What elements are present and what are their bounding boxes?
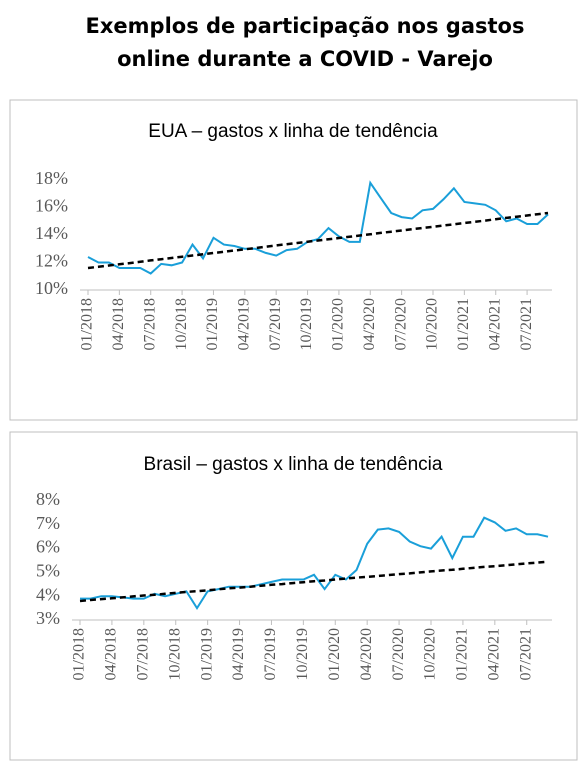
y-tick-label: 4% bbox=[36, 584, 60, 604]
series-line bbox=[80, 516, 549, 610]
y-tick-label: 5% bbox=[36, 561, 60, 581]
x-tick-label: 04/2021 bbox=[485, 628, 502, 680]
x-tick-label: 07/2021 bbox=[518, 298, 535, 350]
x-tick-label: 04/2020 bbox=[358, 628, 375, 680]
x-tick-label: 04/2020 bbox=[361, 298, 378, 350]
x-tick-label: 07/2018 bbox=[141, 298, 158, 350]
series-line bbox=[87, 180, 549, 275]
x-tick-label: 10/2019 bbox=[298, 298, 315, 350]
x-tick-label: 04/2019 bbox=[230, 628, 247, 680]
x-tick-label: 01/2018 bbox=[71, 628, 88, 680]
x-tick-label: 10/2018 bbox=[173, 298, 190, 350]
x-tick-label: 01/2019 bbox=[198, 628, 215, 680]
x-tick-label: 04/2019 bbox=[235, 298, 252, 350]
chart-frame bbox=[9, 99, 578, 421]
trend-line bbox=[87, 211, 549, 270]
y-tick-label: 18% bbox=[35, 168, 68, 188]
x-tick-label: 10/2018 bbox=[166, 628, 183, 680]
y-tick-label: 8% bbox=[36, 489, 60, 509]
page-title: Exemplos de participação nos gastos bbox=[86, 14, 525, 38]
x-tick-label: 04/2018 bbox=[110, 298, 127, 350]
x-tick-label: 10/2020 bbox=[422, 628, 439, 680]
trend-line bbox=[79, 560, 549, 603]
y-tick-label: 3% bbox=[36, 608, 60, 628]
x-tick-label: 04/2021 bbox=[486, 298, 503, 350]
x-tick-label: 07/2019 bbox=[262, 628, 279, 680]
y-tick-label: 14% bbox=[35, 223, 68, 243]
chart-frame bbox=[9, 431, 578, 761]
x-tick-label: 07/2018 bbox=[134, 628, 151, 680]
x-tick-label: 01/2020 bbox=[330, 298, 347, 350]
x-tick-label: 01/2019 bbox=[204, 298, 221, 350]
x-tick-label: 07/2019 bbox=[267, 298, 284, 350]
chart-title: EUA – gastos x linha de tendência bbox=[148, 121, 438, 142]
x-tick-label: 01/2018 bbox=[79, 298, 96, 350]
page-title: online durante a COVID - Varejo bbox=[117, 47, 493, 71]
x-tick-label: 01/2020 bbox=[326, 628, 343, 680]
chart-title: Brasil – gastos x linha de tendência bbox=[144, 454, 443, 475]
y-tick-label: 12% bbox=[35, 251, 68, 271]
y-tick-label: 7% bbox=[36, 513, 60, 533]
x-tick-label: 01/2021 bbox=[455, 298, 472, 350]
x-tick-label: 10/2019 bbox=[294, 628, 311, 680]
x-tick-label: 01/2021 bbox=[454, 628, 471, 680]
x-tick-label: 10/2020 bbox=[424, 298, 441, 350]
y-tick-label: 16% bbox=[35, 196, 68, 216]
y-tick-label: 6% bbox=[36, 537, 60, 557]
x-tick-label: 07/2020 bbox=[390, 628, 407, 680]
y-tick-label: 10% bbox=[35, 278, 68, 298]
x-tick-label: 07/2020 bbox=[392, 298, 409, 350]
x-tick-label: 04/2018 bbox=[103, 628, 120, 680]
x-tick-label: 07/2021 bbox=[517, 628, 534, 680]
